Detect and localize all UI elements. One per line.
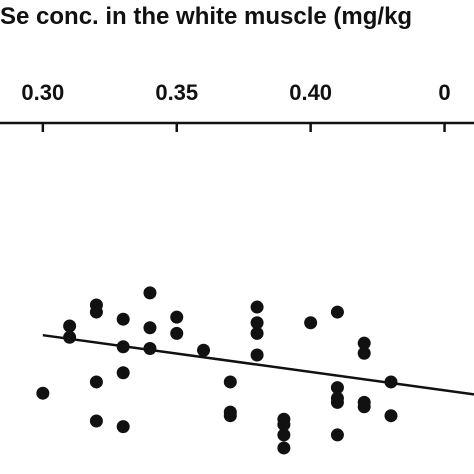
data-point <box>384 375 398 389</box>
data-point <box>116 366 130 380</box>
data-point <box>170 310 184 324</box>
data-point <box>250 300 264 314</box>
data-point <box>250 326 264 340</box>
x-axis: 0.30 0.35 0.40 0 <box>0 80 474 132</box>
chart-title: Se conc. in the white muscle (mg/kg <box>0 3 413 30</box>
x-tick-label: 0.30 <box>21 80 64 105</box>
data-point <box>143 286 157 300</box>
data-point <box>143 341 157 355</box>
data-point <box>357 346 371 360</box>
data-point <box>223 405 237 419</box>
data-points <box>36 286 398 455</box>
data-point <box>63 330 77 344</box>
data-point <box>89 414 103 428</box>
data-point <box>277 418 291 432</box>
data-point <box>223 375 237 389</box>
data-point <box>384 409 398 423</box>
x-tick-label: 0.40 <box>289 80 332 105</box>
data-point <box>357 336 371 350</box>
x-tick-label: 0.35 <box>155 80 198 105</box>
data-point <box>116 420 130 434</box>
data-point <box>89 305 103 319</box>
data-point <box>304 316 318 330</box>
data-point <box>170 326 184 340</box>
data-point <box>143 321 157 335</box>
data-point <box>250 348 264 362</box>
data-point <box>277 428 291 442</box>
data-point <box>330 395 344 409</box>
data-point <box>330 381 344 395</box>
regression-line-layer <box>42 333 474 396</box>
data-point <box>89 375 103 389</box>
data-point <box>330 428 344 442</box>
x-tick-label: 0 <box>438 80 450 105</box>
data-point <box>63 319 77 333</box>
data-point <box>250 316 264 330</box>
data-point <box>197 343 211 357</box>
data-point <box>330 305 344 319</box>
data-point <box>116 312 130 326</box>
data-point <box>116 340 130 354</box>
data-point <box>277 441 291 455</box>
data-point <box>357 400 371 414</box>
regression-line <box>42 333 474 396</box>
data-point <box>36 386 50 400</box>
